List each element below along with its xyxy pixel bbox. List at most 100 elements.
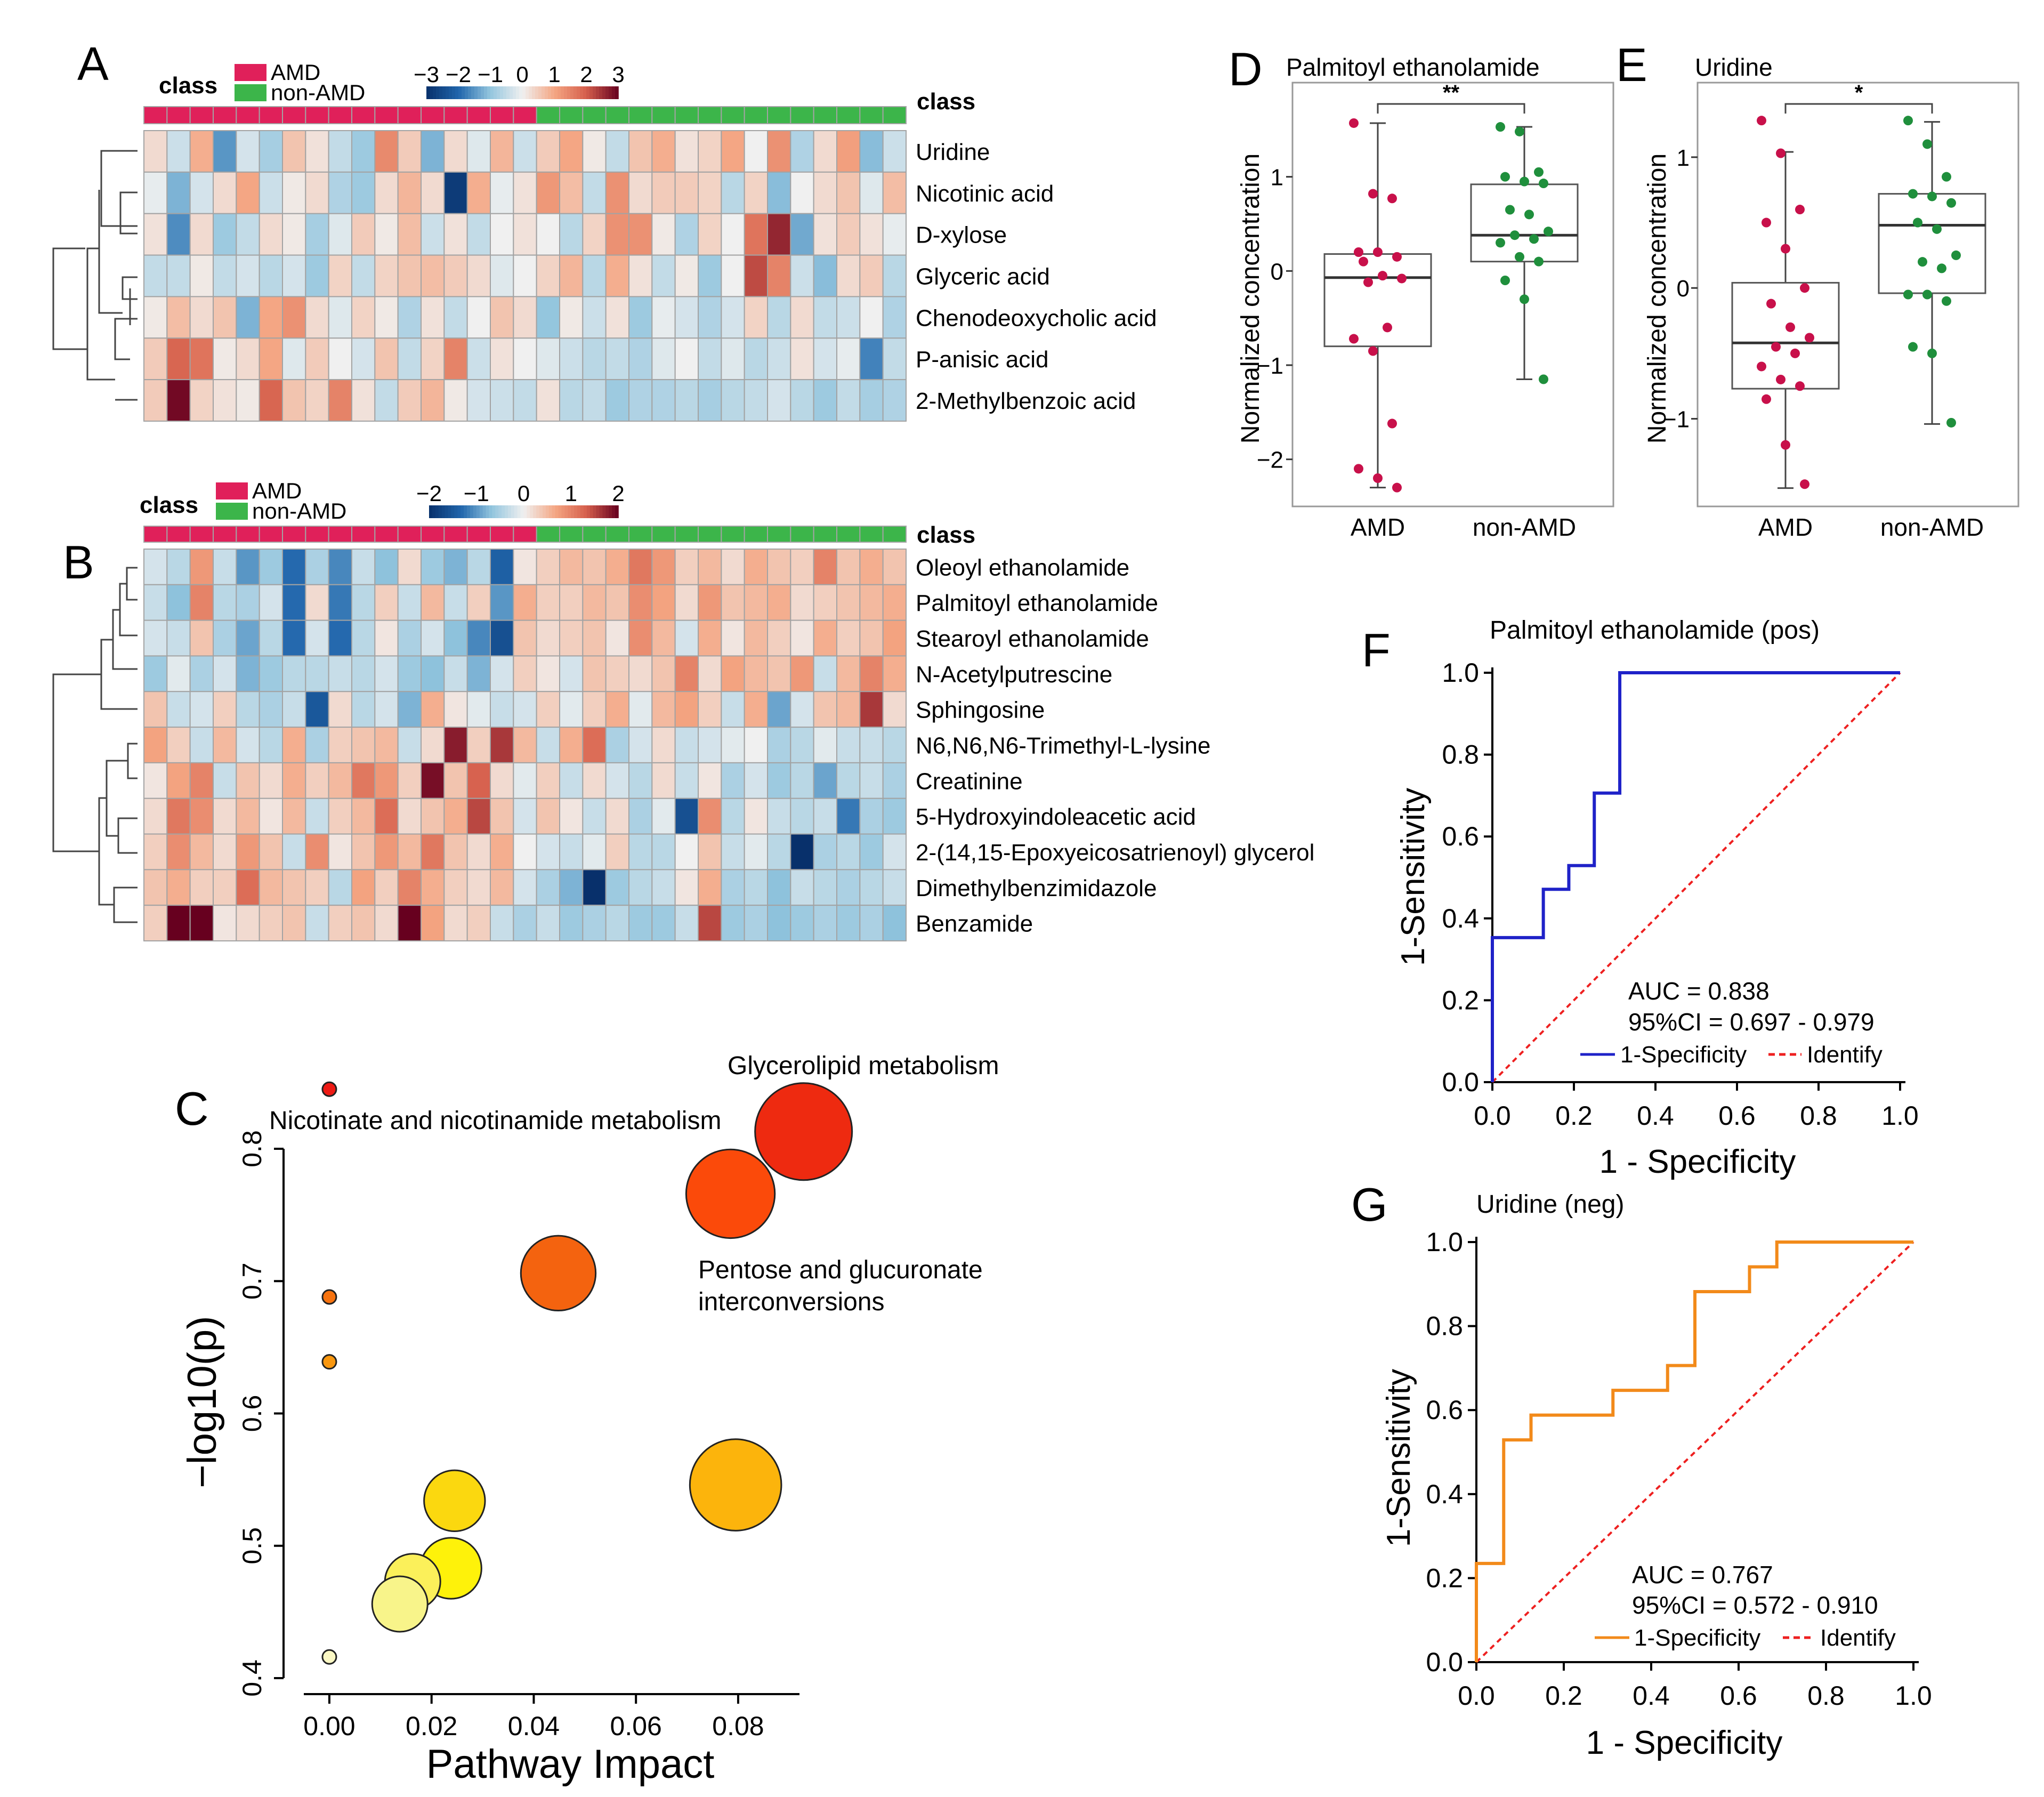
row-label: Uridine (916, 139, 990, 165)
heatmap-cell (258, 296, 283, 339)
heatmap-cell (443, 337, 468, 381)
pathway-bubble (321, 1081, 337, 1097)
heatmap-cell (143, 691, 168, 728)
row-label: N-Acetylputrescine (916, 662, 1112, 688)
heatmap-cell (536, 727, 561, 763)
heatmap-cell (282, 691, 306, 728)
heatmap-cell (651, 213, 676, 256)
heatmap-cell (490, 691, 514, 728)
scale-swatch (602, 86, 606, 99)
heatmap-cell (374, 655, 399, 692)
heatmap-cell (813, 584, 837, 621)
class-cell (628, 526, 653, 543)
x-tick-label: 0.02 (406, 1711, 457, 1741)
heatmap-cell (397, 762, 422, 799)
heatmap-cell (559, 619, 584, 657)
heatmap-cell (559, 254, 584, 297)
class-cell (582, 526, 607, 543)
heatmap-cell (882, 691, 907, 728)
heatmap-cell (513, 549, 537, 585)
class-cell (721, 526, 745, 543)
heatmap-cell (536, 797, 561, 835)
heatmap-cell (721, 213, 745, 256)
heatmap-cell (698, 727, 722, 763)
heatmap-cell (374, 549, 399, 585)
heatmap-cell (466, 379, 491, 422)
heatmap-cell (282, 254, 306, 297)
data-point (1908, 189, 1918, 199)
scale-swatch (432, 505, 436, 518)
heatmap-cell (836, 691, 861, 728)
heatmap-cell (166, 619, 191, 657)
heatmap-cell (513, 833, 537, 871)
heatmap-cell (790, 379, 814, 422)
heatmap-cell (559, 833, 584, 871)
heatmap-cell (721, 833, 745, 871)
heatmap-cell (651, 905, 676, 941)
heatmap-cell (605, 254, 629, 297)
heatmap-cell (721, 584, 745, 621)
heatmap-cell (698, 833, 722, 871)
heatmap-cell (859, 691, 884, 728)
data-point (1790, 348, 1800, 358)
heatmap-cell (166, 869, 191, 906)
scale-swatch (558, 505, 562, 518)
heatmap-cell (421, 337, 445, 381)
heatmap-cell (397, 727, 422, 763)
heatmap-cell (582, 833, 607, 871)
heatmap-cell (605, 905, 629, 941)
roc-f-auc: AUC = 0.838 (1628, 977, 1770, 1005)
scale-swatch (599, 86, 603, 99)
heatmap-cell (421, 549, 445, 585)
y-tick-label: 0.6 (1426, 1395, 1463, 1425)
heatmap-cell (559, 337, 584, 381)
scale-swatch (446, 86, 449, 99)
heatmap-cell (651, 296, 676, 339)
heatmap-cell (443, 869, 468, 906)
heatmap-cell (374, 762, 399, 799)
heatmap-cell (882, 584, 907, 621)
heatmap-cell (744, 727, 768, 763)
heatmap-cell (605, 691, 629, 728)
heatmap-cell (513, 584, 537, 621)
heatmap-cell (790, 797, 814, 835)
class-cell (236, 106, 260, 124)
heatmap-cell (559, 869, 584, 906)
pathway-bubble (321, 1289, 337, 1305)
category-label: AMD (1351, 513, 1405, 541)
heatmap-cell (166, 905, 191, 941)
heatmap-cell (374, 296, 399, 339)
heatmap-cell (859, 869, 884, 906)
heatmap-cell (674, 584, 699, 621)
heatmap-cell (282, 213, 306, 256)
heatmap-cell (651, 762, 676, 799)
heatmap-cell (513, 130, 537, 173)
class-cell (836, 526, 861, 543)
heatmap-cell (213, 213, 237, 256)
boxplot-e-content: −1 0 1 AMD non-AMD * (1663, 81, 1986, 541)
scale-swatch (583, 505, 587, 518)
scale-swatch (471, 86, 475, 99)
scale-swatch (612, 505, 616, 518)
heatmap-cell (351, 869, 376, 906)
data-point (1500, 276, 1510, 285)
heatmap-cell (282, 379, 306, 422)
data-point (1539, 179, 1548, 189)
heatmap-cell (258, 619, 283, 657)
heatmap-cell (605, 296, 629, 339)
class-cell (698, 106, 722, 124)
heatmap-cell (582, 905, 607, 941)
scale-swatch (487, 86, 491, 99)
heatmap-cell (421, 584, 445, 621)
data-point (1383, 323, 1392, 333)
class-cell (351, 106, 376, 124)
scale-swatch (474, 86, 478, 99)
heatmap-cell (790, 254, 814, 297)
heatmap-cell (258, 584, 283, 621)
heatmap-cell (536, 655, 561, 692)
heatmap-cell (258, 549, 283, 585)
heatmap-cell (813, 619, 837, 657)
heatmap-cell (790, 905, 814, 941)
class-cell (143, 526, 168, 543)
heatmap-cell (698, 691, 722, 728)
